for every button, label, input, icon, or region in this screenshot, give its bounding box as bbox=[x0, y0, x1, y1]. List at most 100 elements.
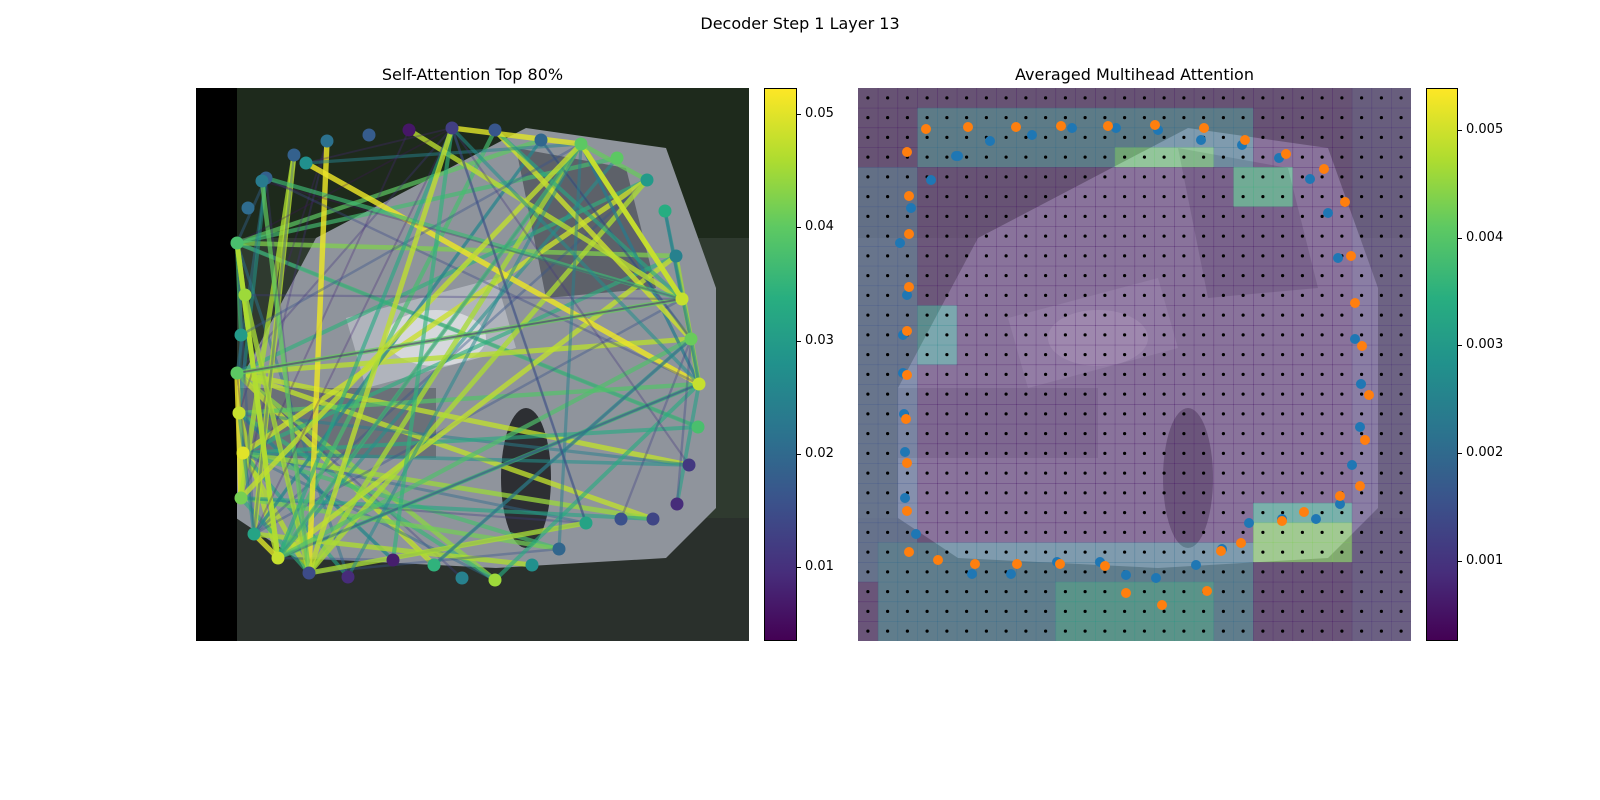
sampling-point bbox=[1364, 390, 1374, 400]
attention-node bbox=[238, 288, 252, 302]
attention-node bbox=[684, 332, 698, 346]
sampling-point bbox=[1299, 507, 1309, 517]
sampling-point bbox=[1216, 546, 1226, 556]
reference-point bbox=[1121, 570, 1131, 580]
left-colorbar-tick-mark bbox=[797, 567, 801, 568]
attention-edge bbox=[240, 129, 410, 499]
reference-point bbox=[1356, 379, 1366, 389]
reference-point bbox=[1311, 514, 1321, 524]
attention-edge bbox=[451, 127, 690, 466]
reference-point bbox=[1191, 560, 1201, 570]
attention-edge bbox=[276, 253, 678, 561]
sampling-point bbox=[1056, 121, 1066, 131]
attention-node bbox=[230, 236, 244, 250]
reference-point bbox=[1350, 334, 1360, 344]
sampling-point bbox=[902, 458, 912, 468]
sampling-point bbox=[1236, 538, 1246, 548]
attention-edge bbox=[450, 127, 588, 524]
attention-edge bbox=[306, 140, 330, 574]
right-colorbar-tick-mark bbox=[1458, 561, 1462, 562]
left-colorbar-tick-mark bbox=[797, 341, 801, 342]
attention-node bbox=[362, 128, 376, 142]
attention-node bbox=[445, 121, 459, 135]
reference-point bbox=[1151, 573, 1161, 583]
attention-edge bbox=[306, 127, 455, 574]
sampling-point bbox=[1319, 164, 1329, 174]
attention-node bbox=[670, 497, 684, 511]
attention-node bbox=[427, 558, 441, 572]
sampling-point bbox=[1150, 120, 1160, 130]
reference-point bbox=[1027, 130, 1037, 140]
attention-edge bbox=[251, 154, 297, 535]
right-colorbar-tick-mark bbox=[1458, 453, 1462, 454]
left-colorbar-tick-label: 0.01 bbox=[805, 559, 834, 574]
attention-node bbox=[682, 458, 696, 472]
attention-edge bbox=[237, 411, 497, 582]
attention-edge bbox=[493, 382, 701, 582]
attention-edge bbox=[675, 383, 701, 505]
attention-edge bbox=[236, 296, 683, 376]
attention-edge bbox=[240, 451, 312, 575]
left-panel-title: Self-Attention Top 80% bbox=[381, 65, 564, 84]
sampling-point bbox=[1281, 149, 1291, 159]
attention-edge bbox=[242, 425, 699, 455]
attention-node bbox=[232, 406, 246, 420]
sampling-point bbox=[1011, 122, 1021, 132]
reference-point bbox=[1111, 123, 1121, 133]
sampling-point bbox=[1346, 251, 1356, 261]
sampling-point bbox=[1277, 516, 1287, 526]
attention-edge bbox=[450, 126, 701, 386]
reference-point bbox=[1305, 174, 1315, 184]
attention-edge bbox=[265, 175, 683, 302]
attention-node bbox=[236, 446, 250, 460]
right-colorbar-tick-mark bbox=[1458, 345, 1462, 346]
attention-edge bbox=[252, 154, 296, 535]
sampling-point bbox=[1100, 561, 1110, 571]
left-colorbar-tick-label: 0.04 bbox=[805, 219, 834, 234]
attention-node bbox=[640, 173, 654, 187]
attention-edges bbox=[234, 125, 702, 582]
reference-point bbox=[1355, 422, 1365, 432]
sampling-point bbox=[1157, 600, 1167, 610]
attention-edge bbox=[237, 412, 256, 535]
sampling-point bbox=[1012, 559, 1022, 569]
reference-point bbox=[902, 290, 912, 300]
attention-node bbox=[614, 512, 628, 526]
sampling-point bbox=[1240, 135, 1250, 145]
attention-node bbox=[455, 571, 469, 585]
attention-edge bbox=[689, 338, 701, 385]
attention-node bbox=[234, 328, 248, 342]
attention-edge bbox=[277, 382, 700, 560]
reference-points bbox=[895, 120, 1374, 610]
reference-point bbox=[1335, 499, 1345, 509]
sampling-point bbox=[904, 547, 914, 557]
attention-edge bbox=[305, 127, 453, 164]
sampling-point bbox=[901, 414, 911, 424]
sampling-point bbox=[1121, 588, 1131, 598]
attention-edge bbox=[238, 154, 297, 499]
attention-edge bbox=[276, 142, 583, 560]
attention-node bbox=[610, 151, 624, 165]
attention-node bbox=[669, 249, 683, 263]
attention-edge bbox=[451, 127, 587, 524]
attention-node bbox=[271, 551, 285, 565]
left-colorbar bbox=[764, 88, 797, 641]
right-colorbar-tick-label: 0.001 bbox=[1466, 553, 1504, 568]
attention-edge bbox=[304, 160, 701, 387]
sampling-point bbox=[1335, 491, 1345, 501]
sampling-point bbox=[904, 229, 914, 239]
reference-point bbox=[900, 447, 910, 457]
right-colorbar-tick-label: 0.005 bbox=[1466, 122, 1504, 137]
sampling-point bbox=[970, 559, 980, 569]
attention-node bbox=[525, 558, 539, 572]
left-colorbar-tick-label: 0.02 bbox=[805, 446, 834, 461]
sampling-point bbox=[902, 147, 912, 157]
reference-point bbox=[900, 493, 910, 503]
attention-node bbox=[534, 133, 548, 147]
attention-edge bbox=[236, 298, 683, 374]
attention-node bbox=[646, 512, 660, 526]
attention-edge bbox=[253, 127, 453, 535]
right-colorbar-tick-label: 0.003 bbox=[1466, 337, 1504, 352]
reference-point bbox=[1347, 460, 1357, 470]
reference-point bbox=[895, 238, 905, 248]
